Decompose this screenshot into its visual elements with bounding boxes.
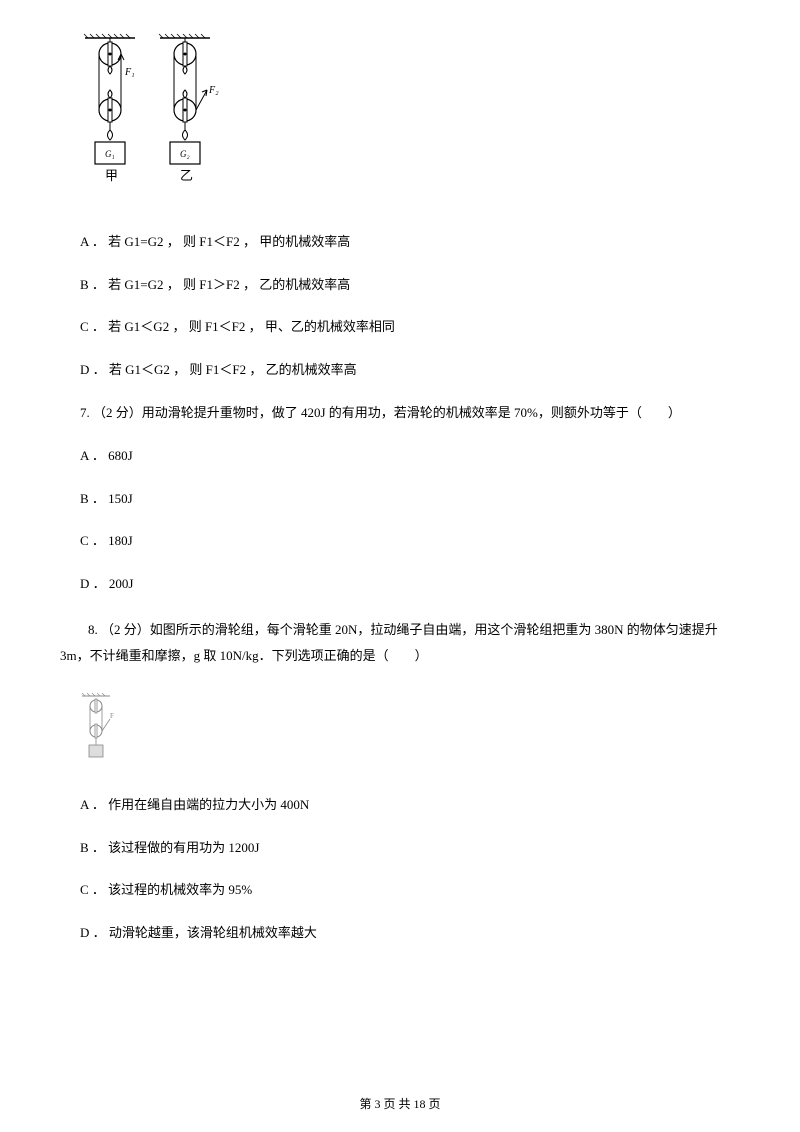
q6-option-b: B ． 若 G1=G2 ， 则 F1＞F2 ， 乙的机械效率高	[80, 275, 740, 296]
svg-text:F: F	[110, 712, 114, 720]
q6-option-c: C ． 若 G1＜G2 ， 则 F1＜F2 ， 甲、乙的机械效率相同	[80, 317, 740, 338]
q6-option-d: D ． 若 G1＜G2 ， 则 F1＜F2 ， 乙的机械效率高	[80, 360, 740, 381]
q7-option-b: B ． 150J	[80, 489, 740, 510]
yi-label: 乙	[180, 168, 193, 183]
q7-option-a: A ． 680J	[80, 446, 740, 467]
q7-option-d: D ． 200J	[80, 574, 740, 595]
jia-label: 甲	[105, 168, 118, 183]
f2-label: F₂	[208, 85, 219, 96]
pulley-diagram-svg: F₁ G₁ 甲	[80, 30, 230, 200]
pulley-figure-main: F₁ G₁ 甲	[80, 30, 740, 207]
page-footer: 第 3 页 共 18 页	[0, 1095, 800, 1114]
q8-option-c: C ． 该过程的机械效率为 95%	[80, 880, 740, 901]
g1-label: G₁	[105, 149, 115, 159]
q7-stem: 7. （2 分）用动滑轮提升重物时，做了 420J 的有用功，若滑轮的机械效率是…	[80, 403, 740, 424]
q8-option-a: A ． 作用在绳自由端的拉力大小为 400N	[80, 795, 740, 816]
q7-option-c: C ． 180J	[80, 531, 740, 552]
f1-label: F₁	[124, 67, 135, 78]
q8-stem: 8. （2 分）如图所示的滑轮组，每个滑轮重 20N，拉动绳子自由端，用这个滑轮…	[60, 617, 740, 669]
q8-option-d: D ． 动滑轮越重，该滑轮组机械效率越大	[80, 923, 740, 944]
q6-option-a: A ． 若 G1=G2 ， 则 F1＜F2 ， 甲的机械效率高	[80, 232, 740, 253]
small-pulley-svg: F	[80, 691, 120, 766]
pulley-figure-small: F	[80, 691, 740, 773]
q8-option-b: B ． 该过程做的有用功为 1200J	[80, 838, 740, 859]
g2-label: G₂	[180, 149, 190, 159]
